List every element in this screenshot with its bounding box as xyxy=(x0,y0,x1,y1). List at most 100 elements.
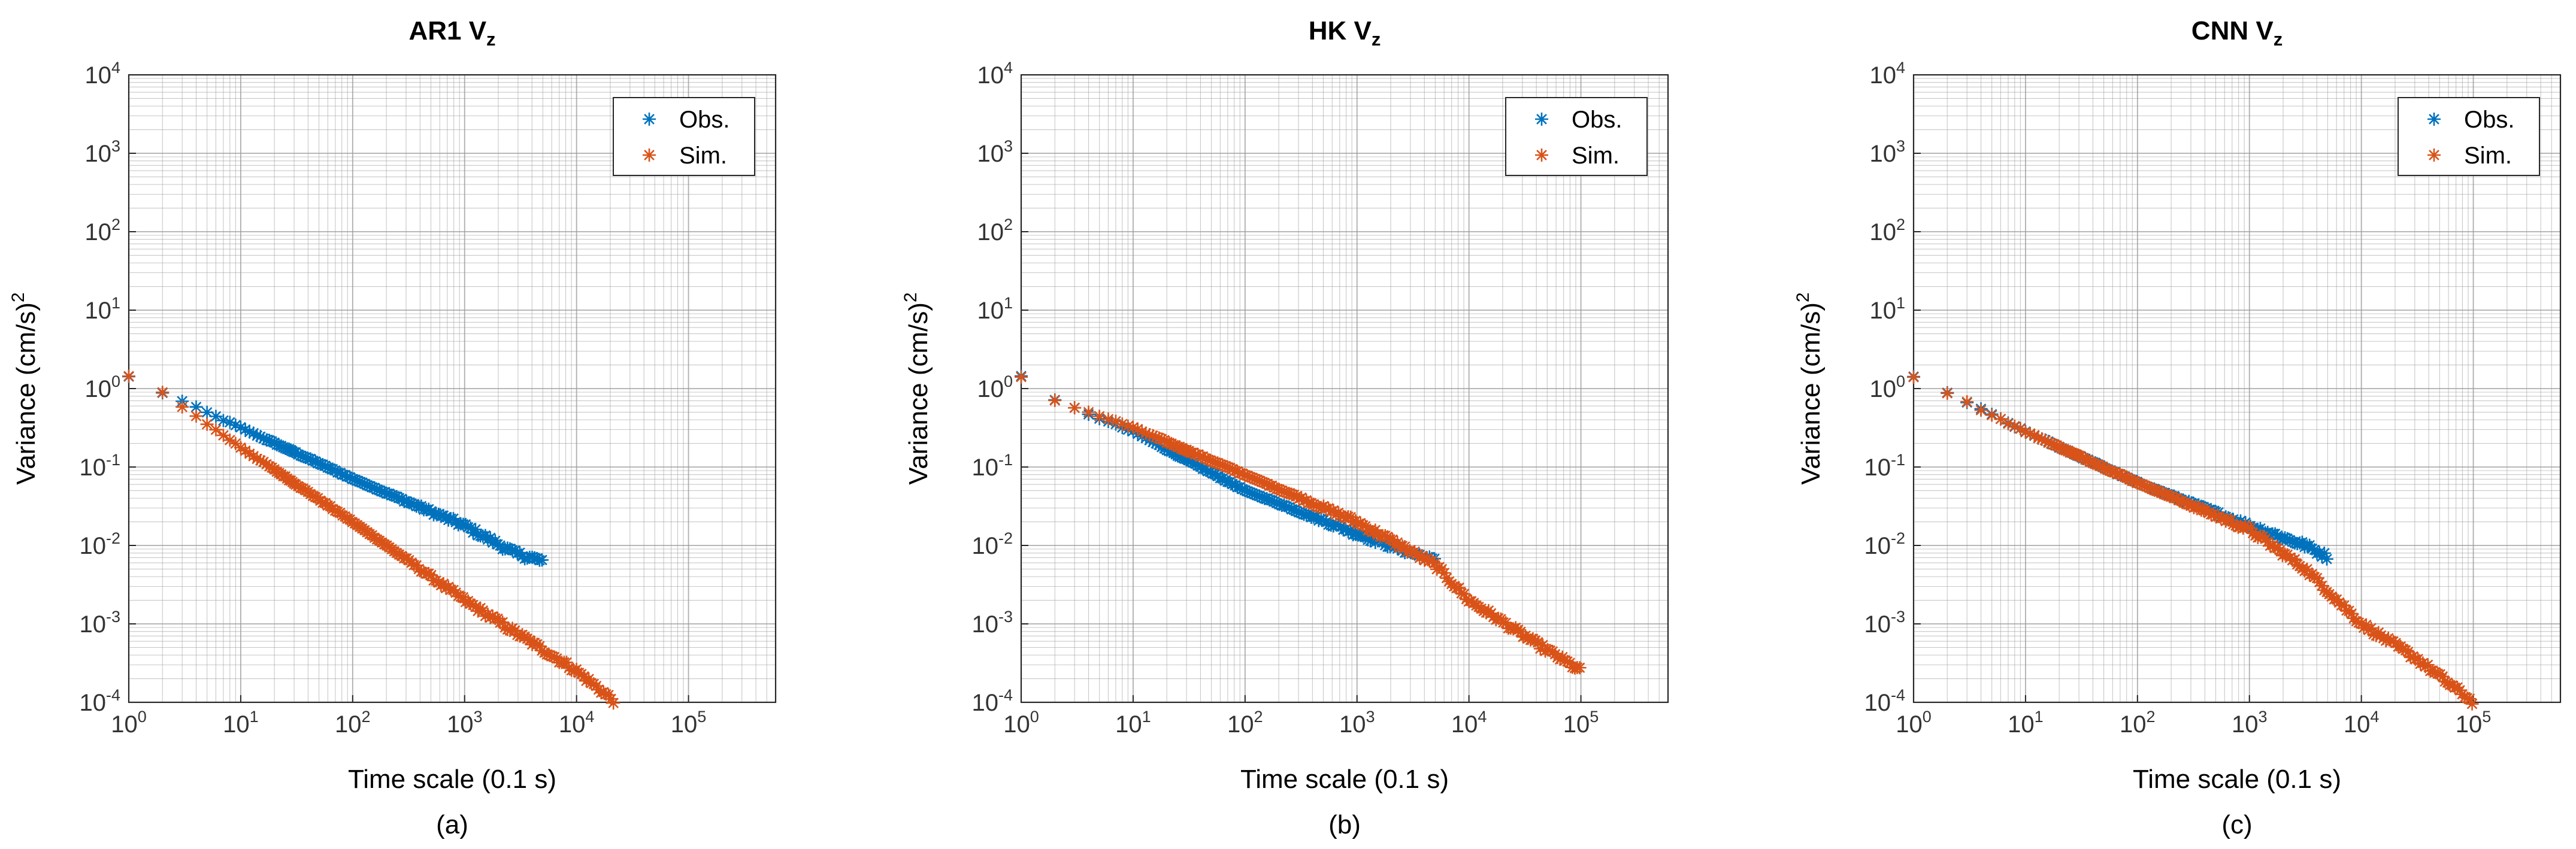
data-point xyxy=(335,509,349,523)
y-tick-label: 10-3 xyxy=(79,608,120,638)
y-tick-label: 10-1 xyxy=(1864,451,1905,481)
data-point xyxy=(2244,521,2257,535)
data-point xyxy=(2337,599,2351,613)
data-point xyxy=(424,568,438,582)
data-point xyxy=(253,430,267,444)
data-point xyxy=(341,512,355,526)
data-point xyxy=(1282,487,1296,501)
data-point xyxy=(1126,420,1140,434)
data-point xyxy=(2300,562,2314,576)
panel-c: 100 101 102 103 104 105 10-4 10-3 10-2 10-1 100 101… xyxy=(1793,16,2562,839)
data-point xyxy=(1191,459,1205,472)
data-point xyxy=(291,448,305,462)
x-tick-label: 102 xyxy=(2120,708,2156,738)
data-point xyxy=(2438,675,2452,689)
x-tick-label: 100 xyxy=(111,708,147,738)
data-point xyxy=(1109,414,1122,428)
data-point xyxy=(216,429,230,442)
data-point xyxy=(2465,697,2479,711)
data-point xyxy=(1391,536,1404,550)
y-tick-label: 104 xyxy=(84,59,120,89)
data-point xyxy=(402,496,416,510)
data-point xyxy=(567,664,581,678)
data-point xyxy=(1139,426,1153,440)
y-axis-label: Variance (cm/s)2 xyxy=(901,292,933,485)
data-point xyxy=(439,581,453,595)
data-point xyxy=(299,451,313,465)
legend-label: Obs. xyxy=(679,107,729,133)
data-point xyxy=(2359,618,2373,632)
panel-caption: (a) xyxy=(436,810,468,839)
data-point xyxy=(1198,451,1212,465)
data-point xyxy=(2303,568,2317,582)
data-point xyxy=(2100,463,2114,477)
data-point xyxy=(200,417,214,431)
data-point xyxy=(189,400,203,414)
data-point xyxy=(2113,468,2127,481)
panel-caption: (c) xyxy=(2221,810,2252,839)
data-point xyxy=(262,433,276,447)
data-point xyxy=(2086,456,2100,470)
y-tick-label: 103 xyxy=(977,137,1013,167)
data-point xyxy=(1364,534,1378,548)
y-tick-label: 101 xyxy=(84,294,120,324)
data-point xyxy=(1146,429,1160,442)
data-point xyxy=(1304,496,1318,510)
legend-marker xyxy=(2427,148,2441,162)
data-point xyxy=(238,423,252,436)
data-point xyxy=(2098,462,2112,475)
data-point xyxy=(308,490,322,504)
data-point xyxy=(589,679,603,693)
data-point xyxy=(1236,483,1249,496)
data-point xyxy=(2014,422,2027,436)
data-point xyxy=(1309,510,1323,523)
data-point xyxy=(1573,661,1587,675)
data-point xyxy=(296,450,310,463)
data-point xyxy=(1152,431,1166,445)
data-point xyxy=(1245,471,1259,484)
data-point xyxy=(2354,617,2368,630)
data-point xyxy=(1243,486,1257,499)
data-point xyxy=(1907,370,1920,384)
data-point xyxy=(2308,543,2321,557)
data-point xyxy=(501,623,514,636)
x-tick-label: 105 xyxy=(671,708,707,738)
data-point xyxy=(456,590,470,604)
data-point xyxy=(2317,546,2331,560)
data-point xyxy=(2044,436,2058,450)
data-point xyxy=(1253,474,1266,487)
data-point xyxy=(560,656,574,669)
data-point xyxy=(459,595,473,609)
legend: Obs. Sim. xyxy=(2398,97,2540,176)
data-point xyxy=(1015,370,1028,384)
data-point xyxy=(392,548,406,562)
data-point xyxy=(476,604,490,617)
data-point xyxy=(607,696,620,710)
legend-label: Obs. xyxy=(2464,107,2514,133)
x-tick-label: 104 xyxy=(559,708,595,738)
data-point xyxy=(1386,533,1400,547)
data-point xyxy=(1048,393,1062,407)
y-tick-label: 10-4 xyxy=(971,686,1013,716)
data-point xyxy=(1240,469,1254,483)
data-point xyxy=(2320,552,2333,566)
x-tick-label: 103 xyxy=(1339,708,1375,738)
data-point xyxy=(1101,413,1115,426)
data-point xyxy=(1115,417,1129,431)
data-point xyxy=(1985,408,1999,422)
chart-title: AR1 Vz xyxy=(408,16,495,50)
x-tick-label: 103 xyxy=(447,708,483,738)
data-point xyxy=(1248,472,1261,486)
data-point xyxy=(1278,499,1291,513)
data-point xyxy=(491,538,504,551)
data-point xyxy=(1272,498,1286,511)
data-point xyxy=(363,527,377,541)
data-point xyxy=(311,456,325,470)
data-point xyxy=(2032,431,2045,445)
legend-label: Sim. xyxy=(679,142,727,169)
data-point xyxy=(373,483,386,497)
data-point xyxy=(331,505,344,519)
data-point xyxy=(1082,405,1095,419)
y-tick-label: 10-2 xyxy=(79,529,120,559)
data-point xyxy=(1558,654,1572,668)
